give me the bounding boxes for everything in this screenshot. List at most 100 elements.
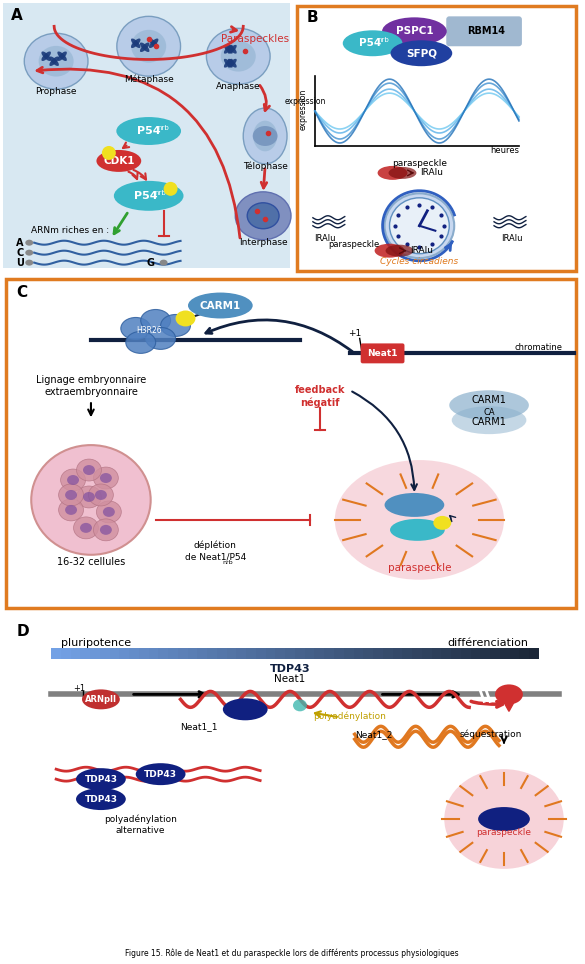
Bar: [412, 648, 422, 659]
Ellipse shape: [228, 44, 237, 54]
Bar: [90, 648, 100, 659]
Text: P54: P54: [137, 126, 160, 136]
Ellipse shape: [161, 314, 191, 336]
Ellipse shape: [391, 40, 452, 67]
Text: séquestration: séquestration: [459, 730, 522, 739]
Text: Interphase: Interphase: [239, 238, 287, 247]
Text: différenciation: différenciation: [448, 637, 529, 648]
Ellipse shape: [188, 292, 253, 318]
Text: TDP43: TDP43: [486, 814, 522, 824]
Ellipse shape: [25, 259, 33, 266]
Bar: [529, 648, 539, 659]
Ellipse shape: [102, 146, 116, 160]
Ellipse shape: [76, 768, 126, 790]
Bar: [198, 648, 207, 659]
Bar: [432, 648, 441, 659]
Bar: [441, 648, 451, 659]
Text: de Neat1/P54: de Neat1/P54: [185, 552, 246, 561]
Ellipse shape: [390, 198, 449, 254]
Ellipse shape: [61, 469, 85, 491]
Ellipse shape: [140, 42, 149, 52]
Ellipse shape: [253, 120, 277, 151]
Ellipse shape: [253, 126, 277, 146]
Ellipse shape: [95, 490, 107, 500]
Bar: [490, 648, 500, 659]
Bar: [61, 648, 71, 659]
FancyBboxPatch shape: [361, 343, 404, 363]
Ellipse shape: [57, 51, 67, 61]
Ellipse shape: [25, 34, 88, 89]
Text: ARNm riches en :: ARNm riches en :: [31, 227, 109, 235]
Text: Anaphase: Anaphase: [216, 82, 260, 91]
Bar: [451, 648, 461, 659]
Ellipse shape: [386, 245, 414, 256]
Text: TDP43: TDP43: [84, 794, 118, 804]
Text: A: A: [11, 8, 23, 23]
Text: Neat1: Neat1: [274, 675, 305, 684]
Text: chromatine: chromatine: [515, 343, 563, 352]
Text: CARM1: CARM1: [199, 301, 241, 310]
Ellipse shape: [31, 445, 151, 555]
Ellipse shape: [88, 484, 113, 506]
Text: polyadénylation: polyadénylation: [104, 815, 177, 824]
Bar: [51, 648, 61, 659]
Text: TDP43: TDP43: [229, 705, 261, 714]
Text: paraspeckle: paraspeckle: [392, 159, 447, 169]
Ellipse shape: [149, 39, 159, 48]
Text: nrb: nrb: [222, 560, 233, 565]
Text: Lignage embryonnaire: Lignage embryonnaire: [36, 375, 146, 386]
Ellipse shape: [97, 150, 141, 172]
Bar: [344, 648, 353, 659]
Text: Neat1: Neat1: [367, 349, 398, 358]
Bar: [334, 648, 344, 659]
Text: P: P: [106, 148, 112, 157]
Text: paraspeckle: paraspeckle: [388, 563, 451, 573]
Text: Neat1_2: Neat1_2: [355, 730, 392, 738]
Ellipse shape: [433, 516, 451, 530]
Ellipse shape: [228, 59, 237, 67]
Ellipse shape: [131, 30, 166, 63]
Bar: [217, 648, 227, 659]
Ellipse shape: [149, 39, 159, 48]
Text: heures: heures: [490, 147, 519, 155]
Bar: [295, 648, 305, 659]
Ellipse shape: [126, 332, 156, 354]
Text: CA: CA: [483, 408, 495, 416]
Text: expression: expression: [284, 96, 326, 106]
Bar: [324, 648, 334, 659]
Ellipse shape: [94, 519, 118, 541]
Polygon shape: [504, 703, 514, 711]
Text: alternative: alternative: [116, 826, 166, 836]
Ellipse shape: [343, 30, 402, 56]
Text: nrb: nrb: [155, 190, 167, 196]
Ellipse shape: [131, 39, 140, 48]
Ellipse shape: [25, 250, 33, 255]
Bar: [188, 648, 198, 659]
Ellipse shape: [224, 59, 233, 67]
Ellipse shape: [67, 475, 79, 485]
Ellipse shape: [374, 244, 404, 257]
Bar: [139, 648, 149, 659]
Text: C: C: [16, 248, 23, 257]
Bar: [297, 7, 576, 271]
Bar: [305, 648, 315, 659]
Bar: [422, 648, 432, 659]
FancyBboxPatch shape: [446, 16, 522, 46]
Bar: [285, 648, 295, 659]
Ellipse shape: [82, 689, 120, 710]
Ellipse shape: [77, 459, 101, 481]
Bar: [315, 648, 324, 659]
Text: U: U: [16, 257, 24, 268]
Bar: [500, 648, 510, 659]
Ellipse shape: [94, 467, 118, 489]
Bar: [4, 4, 290, 268]
Bar: [402, 648, 412, 659]
Bar: [480, 648, 490, 659]
Text: paraspeckle: paraspeckle: [328, 240, 380, 249]
Ellipse shape: [382, 17, 447, 45]
Text: H3R26: H3R26: [136, 326, 161, 335]
Ellipse shape: [228, 59, 237, 67]
Bar: [470, 648, 480, 659]
Bar: [363, 648, 373, 659]
Ellipse shape: [390, 519, 445, 541]
